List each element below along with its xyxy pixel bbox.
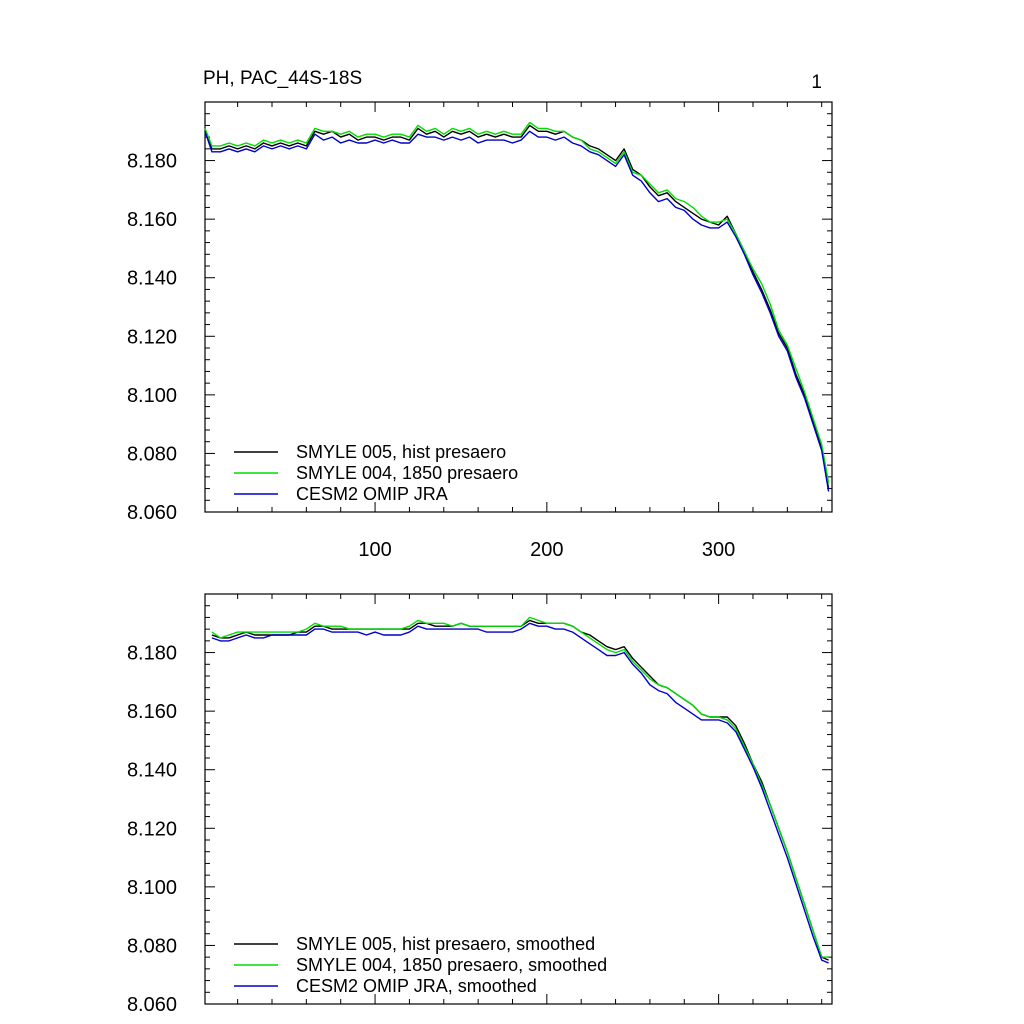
y-tick-label: 8.080: [127, 935, 177, 957]
y-tick-label: 8.080: [127, 443, 177, 465]
legend-label: CESM2 OMIP JRA: [296, 484, 448, 504]
legend-label: SMYLE 005, hist presaero: [296, 442, 506, 462]
figure-title: PH, PAC_44S-18S: [203, 68, 362, 89]
y-tick-label: 8.120: [127, 818, 177, 840]
series-line: [204, 130, 830, 492]
top-panel: 8.060 8.080 8.100 8.120 8.140 8.160 8.180 100 20…: [127, 101, 833, 561]
y-tick-label: 8.180: [127, 643, 177, 665]
bottom-panel: 8.060 8.080 8.100 8.120 8.140 8.160 8.180 SMYLE…: [127, 593, 833, 1016]
y-tick-label: 8.100: [127, 877, 177, 899]
x-tick-label: 300: [702, 539, 735, 561]
x-tick-label: 200: [530, 539, 563, 561]
series-line: [204, 121, 830, 483]
plot-frame: [204, 101, 833, 513]
legend-label: SMYLE 005, hist presaero, smoothed: [296, 934, 595, 954]
series-line: [204, 124, 830, 489]
series-line: [211, 616, 829, 958]
y-tick-label: 8.160: [127, 701, 177, 723]
y-tick-label: 8.120: [127, 326, 177, 348]
y-tick-label: 8.180: [127, 151, 177, 173]
legend-label: CESM2 OMIP JRA, smoothed: [296, 976, 537, 996]
y-tick-label: 8.060: [127, 994, 177, 1016]
series-line: [211, 622, 829, 964]
y-tick-label: 8.060: [127, 502, 177, 524]
figure-panel-number: 1: [811, 72, 822, 93]
legend-label: SMYLE 004, 1850 presaero, smoothed: [296, 955, 607, 975]
plot-frame: [204, 593, 833, 1005]
y-tick-label: 8.100: [127, 385, 177, 407]
y-tick-label: 8.160: [127, 209, 177, 231]
y-tick-label: 8.140: [127, 760, 177, 782]
y-tick-label: 8.140: [127, 268, 177, 290]
series-line: [211, 619, 829, 961]
x-tick-label: 100: [358, 539, 391, 561]
legend-label: SMYLE 004, 1850 presaero: [296, 463, 518, 483]
